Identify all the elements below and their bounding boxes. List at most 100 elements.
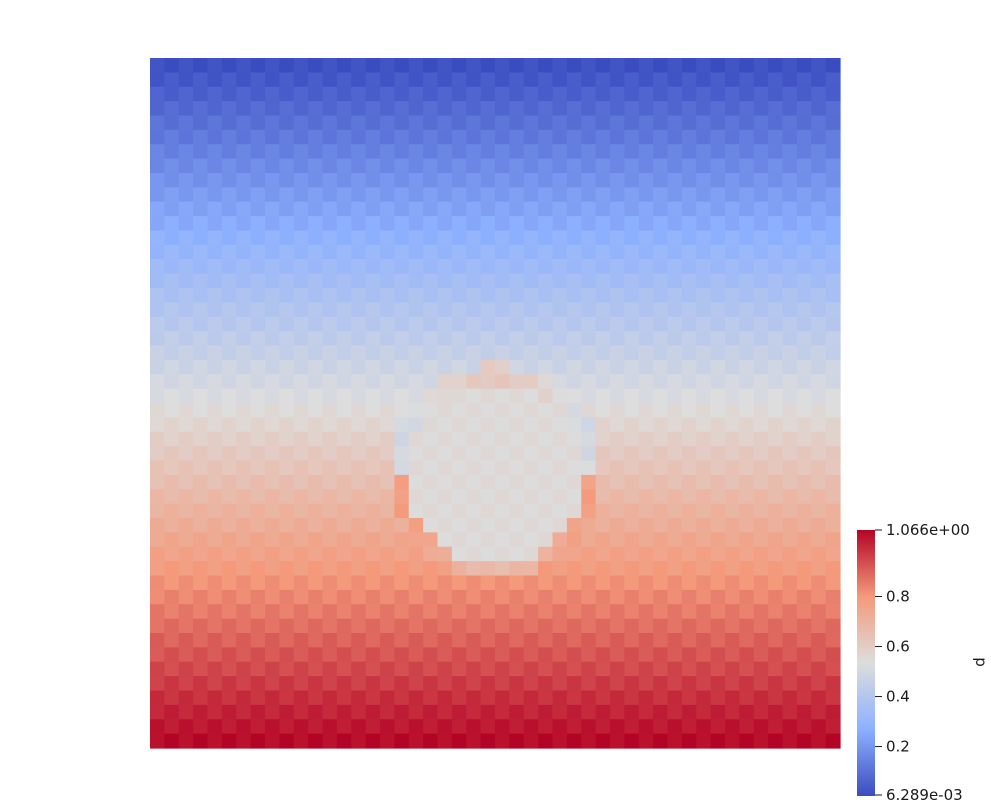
field-cell (221, 216, 237, 232)
field-cell (653, 676, 669, 692)
field-cell (437, 431, 453, 447)
field-cell (495, 288, 510, 303)
field-cell (221, 359, 237, 375)
field-cell (279, 489, 295, 505)
field-cell (696, 618, 712, 634)
field-cell (681, 129, 697, 145)
field-cell (423, 58, 439, 73)
field-cell (408, 446, 424, 462)
field-cell (653, 86, 669, 102)
field-cell (466, 201, 482, 217)
field-cell (509, 719, 525, 735)
field-cell (825, 589, 841, 605)
field-cell (811, 72, 827, 88)
field-cell (811, 417, 827, 433)
field-cell (581, 230, 597, 246)
field-cell (739, 618, 755, 634)
field-cell (725, 158, 740, 174)
field-cell (681, 417, 697, 433)
field-cell (236, 331, 252, 347)
field-cell (480, 661, 496, 677)
field-cell (437, 618, 453, 634)
field-cell (782, 187, 798, 203)
field-cell (308, 589, 324, 605)
field-cell (610, 173, 625, 188)
field-cell (811, 604, 827, 620)
field-cell (351, 633, 367, 648)
field-cell (221, 72, 237, 88)
field-cell (538, 331, 554, 347)
field-cell (538, 604, 554, 620)
field-cell (164, 618, 180, 634)
field-cell (380, 532, 395, 548)
field-cell (653, 575, 669, 591)
field-cell (768, 431, 784, 447)
field-cell (739, 474, 755, 490)
field-cell (437, 733, 453, 749)
field-cell (667, 575, 683, 591)
field-cell (725, 546, 740, 562)
field-cell (236, 316, 252, 332)
field-cell (293, 58, 309, 73)
field-cell (538, 518, 554, 533)
field-cell (466, 446, 482, 462)
field-cell (739, 302, 755, 318)
field-cell (351, 618, 367, 634)
field-cell (782, 273, 798, 289)
field-cell (178, 259, 194, 275)
field-cell (279, 201, 295, 217)
field-cell (423, 431, 439, 447)
field-cell (681, 388, 697, 404)
colorbar-title: p (972, 657, 990, 667)
field-cell (408, 417, 424, 433)
field-cell (782, 446, 798, 462)
field-cell (581, 618, 597, 634)
field-cell (207, 589, 223, 605)
field-cell (365, 719, 381, 735)
field-cell (408, 489, 424, 505)
field-cell (811, 144, 827, 160)
field-cell (538, 244, 554, 260)
field-cell (595, 546, 611, 562)
field-cell (739, 158, 755, 174)
field-cell (495, 589, 510, 605)
field-cell (221, 733, 237, 749)
field-cell (782, 129, 798, 145)
field-cell (207, 101, 223, 117)
field-cell (293, 417, 309, 433)
field-cell (681, 273, 697, 289)
field-cell (193, 719, 209, 735)
field-cell (566, 115, 582, 131)
field-cell (495, 58, 510, 73)
field-cell (566, 575, 582, 591)
field-cell (423, 417, 439, 433)
field-cell (610, 244, 625, 260)
field-cell (164, 58, 180, 73)
field-cell (293, 446, 309, 462)
field-cell (178, 460, 194, 476)
field-cell (308, 216, 324, 232)
field-cell (250, 417, 266, 433)
field-cell (394, 359, 410, 375)
field-cell (293, 316, 309, 332)
field-cell (365, 359, 381, 375)
field-cell (236, 72, 252, 88)
field-cell (150, 704, 165, 720)
field-cell (380, 72, 395, 88)
field-cell (451, 604, 467, 620)
field-cell (610, 733, 625, 749)
field-cell (480, 144, 496, 160)
field-cell (566, 704, 582, 720)
field-cell (753, 288, 769, 303)
field-cell (365, 316, 381, 332)
field-cell (782, 546, 798, 562)
field-cell (322, 661, 338, 677)
field-cell (279, 460, 295, 476)
field-cell (566, 316, 582, 332)
field-cell (710, 431, 726, 447)
field-cell (566, 86, 582, 102)
field-cell (466, 733, 482, 749)
field-cell (595, 489, 611, 505)
field-cell (552, 474, 568, 490)
field-cell (538, 618, 554, 634)
